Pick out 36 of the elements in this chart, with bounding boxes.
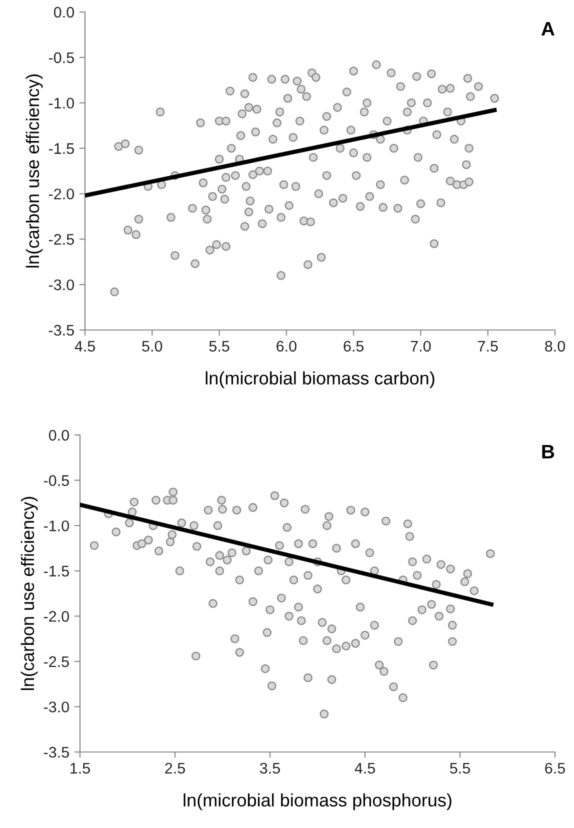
y-tick-label: -0.5 xyxy=(44,475,69,486)
y-axis-title: ln(carbon use efficiency) xyxy=(20,496,38,690)
y-tick-label: -1.5 xyxy=(48,143,74,154)
x-tick-label: 2.5 xyxy=(165,762,185,774)
y-tick-label: -3.0 xyxy=(44,702,69,712)
x-tick-label: 5.0 xyxy=(142,340,162,352)
y-tick-label: -0.5 xyxy=(48,52,74,64)
x-tick-label: 6.0 xyxy=(276,340,296,352)
y-tick-label: -1.0 xyxy=(48,98,74,109)
y-tick-label: -2.0 xyxy=(48,188,74,200)
x-tick-label: 7.0 xyxy=(410,340,431,352)
x-tick-label: 5.5 xyxy=(209,340,230,352)
x-axis-title: ln(microbial biomass phosphorus) xyxy=(184,793,452,810)
y-tick-label: -3.5 xyxy=(44,746,69,758)
y-tick-label: -1.5 xyxy=(44,566,69,577)
x-tick-label: 3.5 xyxy=(260,762,280,774)
x-axis-title: ln(microbial biomass carbon) xyxy=(206,371,434,388)
y-tick-label: 0.0 xyxy=(54,6,74,18)
x-tick-label: 6.5 xyxy=(344,340,364,352)
x-tick-label: 6.5 xyxy=(545,762,565,774)
y-tick-label: -2.5 xyxy=(44,656,69,668)
x-tick-label: 7.5 xyxy=(478,340,498,352)
y-tick-label: -2.0 xyxy=(44,611,69,622)
x-tick-label: 4.5 xyxy=(74,340,95,352)
chart-title: A xyxy=(541,22,554,36)
chart-title: B xyxy=(542,444,554,458)
x-tick-label: 5.5 xyxy=(450,762,470,774)
y-tick-label: -2.5 xyxy=(48,234,74,245)
x-tick-label: 4.5 xyxy=(354,762,375,774)
y-axis-title: ln(carbon use efficiency) xyxy=(26,74,43,268)
y-tick-label: 0.0 xyxy=(48,430,69,441)
x-tick-label: 8.0 xyxy=(545,340,566,352)
y-tick-label: -1.0 xyxy=(44,520,69,532)
x-tick-label: 1.5 xyxy=(70,762,90,774)
y-tick-label: -3.5 xyxy=(48,324,74,336)
y-tick-label: -3.0 xyxy=(48,279,74,290)
